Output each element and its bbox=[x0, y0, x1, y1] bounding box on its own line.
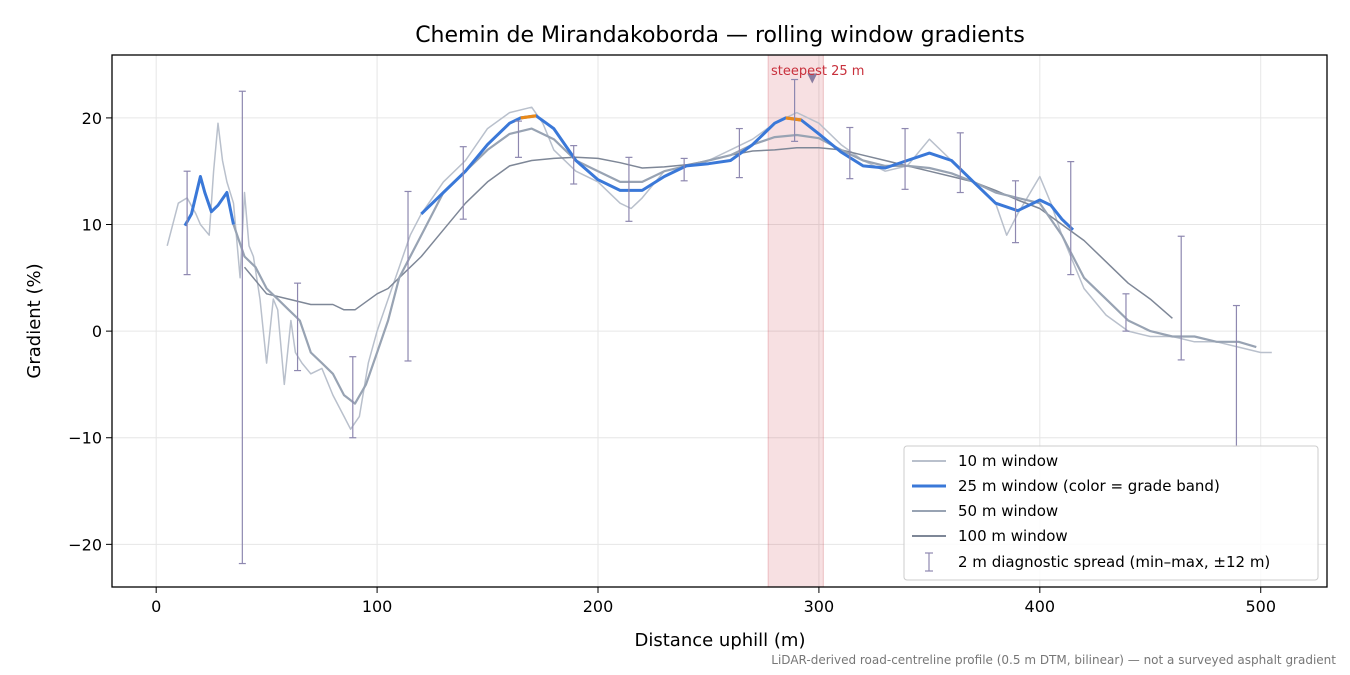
series-line-50m bbox=[232, 127, 1257, 405]
error-bar bbox=[680, 157, 688, 182]
steepest-label: steepest 25 m bbox=[771, 64, 864, 79]
plot-frame bbox=[111, 54, 1328, 588]
x-axis-ticks: 0 100 200 300 400 500 bbox=[151, 587, 1276, 616]
error-bar bbox=[1232, 304, 1240, 447]
error-bar bbox=[183, 170, 191, 276]
error-bar bbox=[404, 190, 412, 362]
error-bar bbox=[514, 120, 522, 158]
error-bar bbox=[349, 356, 357, 439]
x-tick-label: 0 bbox=[151, 597, 161, 616]
x-tick-label: 200 bbox=[583, 597, 614, 616]
error-bar bbox=[1067, 161, 1075, 276]
x-tick-label: 300 bbox=[804, 597, 835, 616]
grade-band-highlight bbox=[785, 116, 802, 122]
error-bar bbox=[735, 127, 743, 179]
x-tick-label: 100 bbox=[362, 597, 393, 616]
steepest-band bbox=[767, 54, 824, 588]
x-tick-label: 400 bbox=[1025, 597, 1056, 616]
footnote: LiDAR-derived road-centreline profile (0… bbox=[771, 653, 1336, 667]
steepest-marker-triangle bbox=[807, 73, 818, 84]
steepest-marker bbox=[807, 73, 818, 84]
error-bar bbox=[570, 145, 578, 185]
legend-label-100m: 100 m window bbox=[958, 527, 1068, 545]
error-bar bbox=[1012, 180, 1020, 244]
y-tick-label: 20 bbox=[82, 109, 102, 128]
legend-label-errorbar: 2 m diagnostic spread (min–max, ±12 m) bbox=[958, 553, 1270, 571]
legend-swatch-errorbar bbox=[925, 552, 933, 572]
error-bar bbox=[1122, 293, 1130, 332]
error-bar bbox=[956, 132, 964, 194]
series-line-10m bbox=[166, 106, 1272, 430]
x-tick-label: 500 bbox=[1245, 597, 1276, 616]
series-line-100m bbox=[243, 147, 1173, 319]
legend-box bbox=[903, 445, 1319, 581]
series-lines bbox=[166, 106, 1272, 430]
y-tick-label: −10 bbox=[68, 429, 102, 448]
legend-label-50m: 50 m window bbox=[958, 502, 1058, 520]
error-bar bbox=[791, 78, 799, 142]
y-tick-label: 10 bbox=[82, 216, 102, 235]
y-tick-label: −20 bbox=[68, 535, 102, 554]
x-axis-label: Distance uphill (m) bbox=[635, 630, 806, 651]
error-bar bbox=[625, 156, 633, 222]
steepest-segment-band bbox=[767, 54, 824, 588]
error-bar bbox=[901, 127, 909, 190]
legend: 10 m window 25 m window (color = grade b… bbox=[903, 445, 1319, 581]
y-axis-label: Gradient (%) bbox=[24, 263, 45, 378]
y-tick-label: 0 bbox=[92, 322, 102, 341]
y-axis-ticks: −20 −10 0 10 20 bbox=[68, 109, 112, 554]
error-bar bbox=[846, 126, 854, 180]
series-line-25m bbox=[183, 175, 235, 227]
legend-label-25m: 25 m window (color = grade band) bbox=[958, 477, 1220, 495]
error-bar bbox=[238, 90, 246, 565]
error-bar bbox=[294, 282, 302, 372]
grade-band-highlight bbox=[520, 114, 537, 120]
error-bar bbox=[459, 146, 467, 220]
error-bar bbox=[1177, 235, 1185, 361]
chart-title: Chemin de Mirandakoborda — rolling windo… bbox=[415, 23, 1025, 48]
legend-label-10m: 10 m window bbox=[958, 452, 1058, 470]
